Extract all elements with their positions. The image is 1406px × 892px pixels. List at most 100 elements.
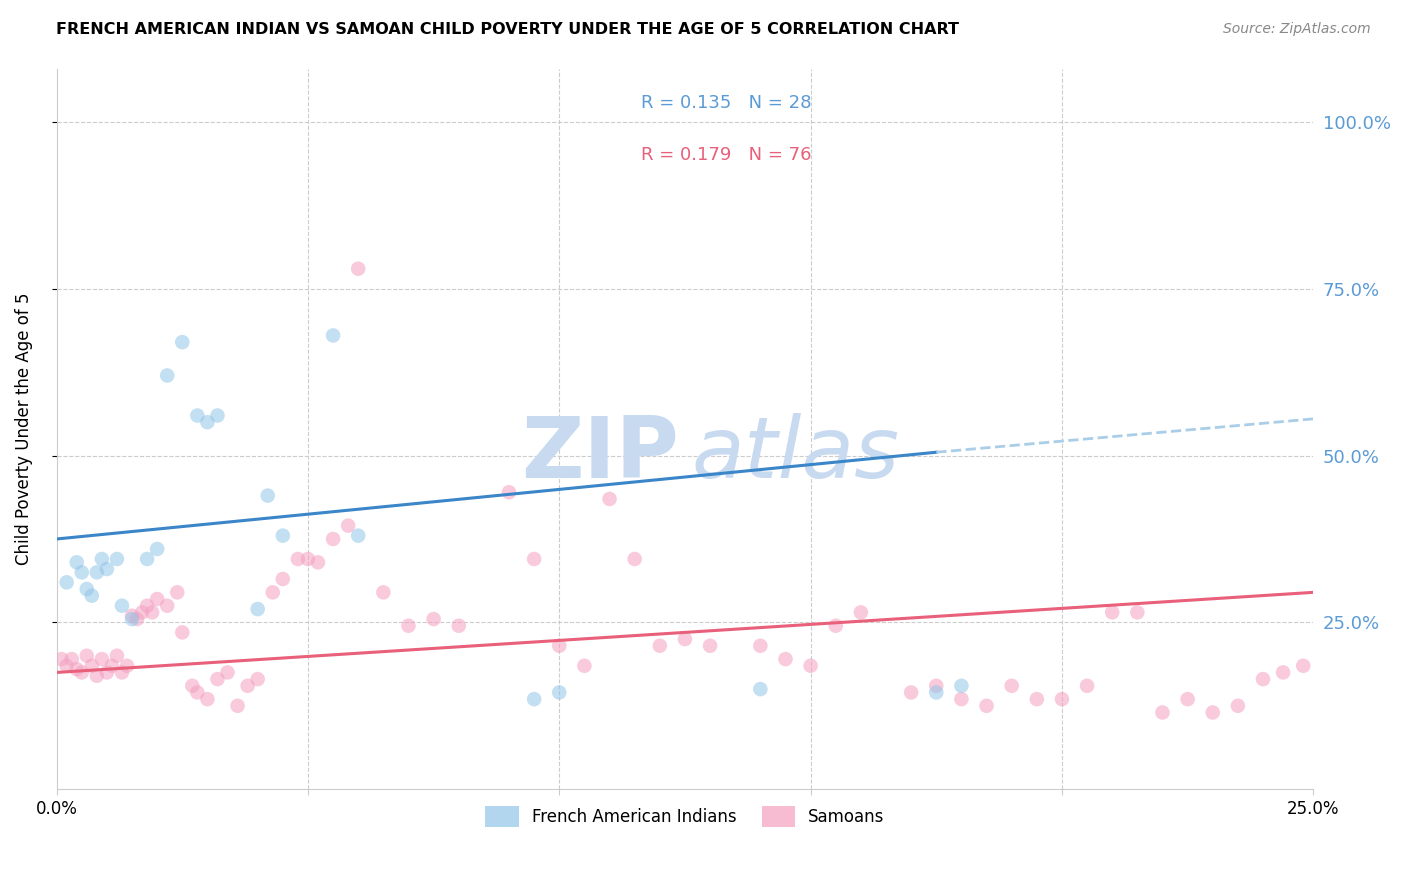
Point [76, 648, 98, 663]
Point [1025, 692, 1047, 706]
Text: R = 0.179   N = 76: R = 0.179 N = 76 [641, 145, 811, 163]
Point [1050, 692, 1073, 706]
Point [523, 692, 546, 706]
Point [1177, 692, 1199, 706]
Point [172, 625, 194, 640]
Point [950, 692, 973, 706]
Point [181, 679, 204, 693]
Point [66, 555, 89, 569]
Point [307, 555, 329, 569]
Point [141, 606, 163, 620]
Point [90, 652, 112, 666]
Point [96, 665, 118, 680]
Point [749, 639, 772, 653]
Point [900, 685, 922, 699]
Point [1001, 679, 1024, 693]
Text: atlas: atlas [692, 413, 900, 496]
Point [271, 528, 294, 542]
Point [96, 562, 118, 576]
Point [121, 612, 143, 626]
Point [1226, 698, 1249, 713]
Point [70, 665, 93, 680]
Point [1126, 606, 1149, 620]
Point [322, 328, 344, 343]
Point [236, 679, 259, 693]
Point [246, 672, 269, 686]
Point [548, 685, 571, 699]
Point [80, 589, 103, 603]
Point [1312, 665, 1334, 680]
Point [373, 585, 395, 599]
Point [105, 552, 128, 566]
Legend: French American Indians, Samoans: French American Indians, Samoans [477, 798, 893, 835]
Point [925, 679, 948, 693]
Point [76, 582, 98, 596]
Point [347, 261, 370, 276]
Point [80, 658, 103, 673]
Point [55, 658, 77, 673]
Point [156, 599, 179, 613]
Point [1076, 679, 1098, 693]
Point [186, 409, 208, 423]
Y-axis label: Child Poverty Under the Age of 5: Child Poverty Under the Age of 5 [15, 293, 32, 566]
Point [422, 612, 444, 626]
Point [262, 585, 284, 599]
Point [172, 335, 194, 350]
Point [111, 599, 134, 613]
Point [186, 685, 208, 699]
Point [197, 692, 219, 706]
Point [1152, 706, 1174, 720]
Point [51, 652, 73, 666]
Text: Source: ZipAtlas.com: Source: ZipAtlas.com [1223, 22, 1371, 37]
Point [256, 489, 278, 503]
Point [548, 639, 571, 653]
Point [925, 685, 948, 699]
Point [574, 658, 596, 673]
Point [156, 368, 179, 383]
Point [800, 658, 823, 673]
Point [131, 606, 153, 620]
Point [1202, 706, 1225, 720]
Point [66, 662, 89, 676]
Point [749, 682, 772, 697]
Point [207, 672, 229, 686]
Point [197, 415, 219, 429]
Point [1251, 672, 1274, 686]
Point [121, 608, 143, 623]
Point [136, 552, 159, 566]
Point [322, 532, 344, 546]
Point [337, 518, 360, 533]
Point [105, 648, 128, 663]
Point [849, 606, 872, 620]
Point [398, 618, 420, 632]
Point [950, 679, 973, 693]
Point [55, 575, 77, 590]
Point [86, 566, 108, 580]
Point [1101, 606, 1123, 620]
Point [1333, 652, 1355, 666]
Text: R = 0.135   N = 28: R = 0.135 N = 28 [641, 94, 811, 112]
Point [498, 485, 520, 500]
Point [166, 585, 188, 599]
Point [101, 658, 124, 673]
Point [90, 552, 112, 566]
Point [86, 669, 108, 683]
Point [226, 698, 249, 713]
Point [1272, 665, 1295, 680]
Point [70, 566, 93, 580]
Point [136, 599, 159, 613]
Point [824, 618, 846, 632]
Point [125, 612, 148, 626]
Point [271, 572, 294, 586]
Point [976, 698, 998, 713]
Point [246, 602, 269, 616]
Point [115, 658, 138, 673]
Text: FRENCH AMERICAN INDIAN VS SAMOAN CHILD POVERTY UNDER THE AGE OF 5 CORRELATION CH: FRENCH AMERICAN INDIAN VS SAMOAN CHILD P… [56, 22, 959, 37]
Point [347, 528, 370, 542]
Point [775, 652, 797, 666]
Point [648, 639, 671, 653]
Point [287, 552, 309, 566]
Point [447, 618, 470, 632]
Point [523, 552, 546, 566]
Text: ZIP: ZIP [520, 413, 679, 496]
